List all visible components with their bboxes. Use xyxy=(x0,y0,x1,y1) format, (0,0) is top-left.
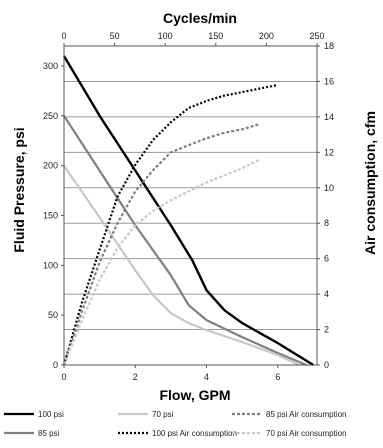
legend-label-4: 85 psi Air consumption xyxy=(266,410,347,419)
y-right-tick-label-4: 8 xyxy=(324,218,329,228)
x-tick-label-3: 6 xyxy=(275,372,280,382)
axes xyxy=(61,43,320,368)
top-tick-label-3: 150 xyxy=(208,31,223,41)
y-left-axis-label: Fluid Pressure, psi xyxy=(11,127,27,252)
legend-label-0: 100 psi xyxy=(38,410,64,419)
top-tick-label-0: 0 xyxy=(61,31,66,41)
top-tick-label-2: 100 xyxy=(158,31,173,41)
x-tick-label-0: 0 xyxy=(61,372,66,382)
y-right-tick-label-8: 16 xyxy=(324,76,334,86)
series-line-1 xyxy=(63,115,307,367)
top-tick-label-4: 200 xyxy=(259,31,274,41)
series-line-3 xyxy=(62,83,279,366)
y-right-tick-label-5: 10 xyxy=(324,183,334,193)
y-right-tick-label-3: 6 xyxy=(324,254,329,264)
y-right-tick-label-1: 2 xyxy=(324,325,329,335)
series-layer xyxy=(62,55,315,367)
top-axis-label: Cycles/min xyxy=(163,10,237,26)
tick-labels: 0 2 4 6 0 50 100 150 200 250 0 50 100 150 200 250 300 0 2 4… xyxy=(43,31,334,382)
y-right-tick-label-6: 12 xyxy=(324,147,334,157)
y-left-tick-label-6: 300 xyxy=(43,61,58,71)
series-line-2 xyxy=(63,164,300,366)
y-right-tick-label-9: 18 xyxy=(324,41,334,51)
legend-label-1: 85 psi xyxy=(38,429,60,438)
legend: 100 psi 70 psi 85 psi Air consumption 85 ps… xyxy=(4,410,347,438)
y-right-tick-label-7: 14 xyxy=(324,112,334,122)
x-axis-label: Flow, GPM xyxy=(159,387,230,403)
y-right-tick-label-2: 4 xyxy=(324,289,329,299)
y-right-tick-label-0: 0 xyxy=(324,360,329,370)
y-left-tick-label-4: 200 xyxy=(43,161,58,171)
x-tick-label-2: 4 xyxy=(204,372,209,382)
legend-label-5: 70 psi Air consumption xyxy=(266,429,347,438)
legend-label-2: 70 psi xyxy=(152,410,174,419)
x-tick-label-1: 2 xyxy=(133,372,138,382)
grid xyxy=(64,45,317,331)
top-tick-label-5: 250 xyxy=(309,31,324,41)
series-line-0 xyxy=(62,55,315,367)
y-left-tick-label-3: 150 xyxy=(43,210,58,220)
y-right-axis-label: Air consumption, cfm xyxy=(362,111,378,255)
series-line-4 xyxy=(62,122,261,366)
y-left-tick-label-0: 0 xyxy=(53,360,58,370)
y-left-tick-label-5: 250 xyxy=(43,111,58,121)
series-line-5 xyxy=(62,158,261,366)
y-left-tick-label-1: 50 xyxy=(48,310,58,320)
top-tick-label-1: 50 xyxy=(110,31,120,41)
legend-label-3: 100 psi Air consumption xyxy=(152,429,237,438)
y-left-tick-label-2: 100 xyxy=(43,260,58,270)
